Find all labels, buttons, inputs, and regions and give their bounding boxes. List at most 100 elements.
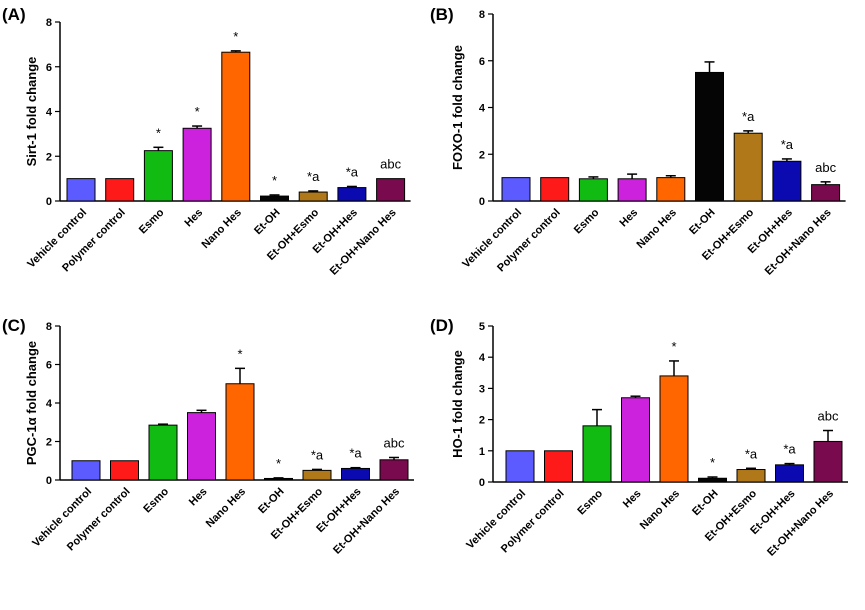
bar-esmo	[148, 424, 178, 481]
bar-vehicle-control	[66, 178, 96, 202]
y-tick-label: 4	[479, 103, 486, 115]
bar-et-oh-hes	[775, 464, 804, 483]
bar-et-oh-esmo	[733, 132, 763, 202]
bar-polymer-control	[110, 460, 139, 481]
significance-label: *	[710, 455, 715, 470]
panel-label: (A)	[2, 5, 26, 24]
y-tick-label: 4	[46, 107, 53, 119]
panel-label: (B)	[430, 5, 454, 24]
y-tick-label: 8	[46, 17, 52, 29]
x-tick-label: Et-OH+Nano Hes	[765, 488, 836, 559]
x-tick-label: Et-OH+Nano Hes	[328, 207, 399, 278]
bar-et-oh-esmo	[736, 469, 766, 483]
significance-label: abc	[815, 160, 836, 175]
x-tick-label: Et-OH	[687, 207, 718, 238]
y-tick-label: 2	[479, 415, 485, 427]
y-tick-label: 2	[46, 151, 52, 163]
x-tick-label: Hes	[621, 488, 644, 511]
y-tick-label: 8	[479, 9, 485, 21]
significance-label: *a	[742, 109, 755, 124]
y-tick-label: 4	[46, 398, 53, 410]
y-tick-label: 4	[479, 352, 486, 364]
bar-et-oh-nano-hes	[379, 459, 409, 481]
bar-vehicle-control	[71, 460, 101, 481]
significance-label: *a	[349, 446, 362, 461]
x-tick-label: Esmo	[575, 487, 605, 517]
y-tick-label: 5	[479, 321, 485, 333]
significance-label: *	[272, 173, 277, 188]
significance-label: abc	[818, 409, 839, 424]
y-tick-label: 8	[46, 321, 52, 333]
x-tick-label: Nano Hes	[200, 207, 244, 251]
x-tick-label: Nano Hes	[204, 486, 248, 530]
bar-hes	[617, 178, 647, 202]
y-tick-label: 0	[479, 477, 485, 489]
x-tick-label: Esmo	[572, 206, 602, 236]
significance-label: *	[237, 346, 242, 361]
bar-et-oh	[698, 477, 727, 483]
y-axis-label: FOXO-1 fold change	[450, 45, 465, 170]
bar-et-oh	[695, 71, 724, 202]
bar-esmo	[578, 178, 608, 202]
significance-label: *a	[346, 164, 359, 179]
y-tick-label: 6	[46, 62, 52, 74]
bar-vehicle-control	[501, 177, 531, 202]
y-tick-label: 6	[46, 360, 52, 372]
bar-et-oh	[264, 477, 293, 481]
bar-nano-hes	[221, 51, 251, 202]
bar-esmo	[143, 150, 173, 202]
bar-hes	[182, 127, 212, 202]
bar-et-oh-esmo	[298, 191, 328, 202]
y-tick-label: 6	[479, 56, 485, 68]
significance-label: *	[276, 456, 281, 471]
significance-label: *a	[307, 169, 320, 184]
y-tick-label: 2	[46, 437, 52, 449]
significance-label: *	[233, 29, 238, 44]
x-tick-label: Nano Hes	[638, 488, 682, 532]
panel-label: (D)	[430, 316, 454, 335]
significance-label: *a	[783, 442, 796, 457]
bar-et-oh-esmo	[302, 469, 332, 481]
bar-et-oh-hes	[772, 160, 802, 202]
bar-et-oh-nano-hes	[376, 178, 406, 202]
y-tick-label: 0	[46, 196, 52, 208]
significance-label: *a	[781, 137, 794, 152]
bar-et-oh-hes	[341, 467, 370, 481]
y-tick-label: 2	[479, 149, 485, 161]
x-tick-label: Et-OH+Nano Hes	[763, 207, 834, 278]
y-tick-label: 1	[479, 446, 485, 458]
x-tick-label: Nano Hes	[635, 207, 679, 251]
x-tick-label: Et-OH	[690, 488, 721, 519]
significance-label: *a	[745, 446, 758, 461]
significance-label: abc	[384, 435, 405, 450]
bar-hes	[187, 412, 216, 481]
significance-label: *a	[311, 447, 324, 462]
bar-polymer-control	[544, 450, 573, 483]
y-tick-label: 0	[479, 196, 485, 208]
bar-hes	[621, 397, 650, 483]
bar-vehicle-control	[505, 450, 535, 483]
bar-et-oh-hes	[337, 187, 367, 202]
x-tick-label: Esmo	[141, 485, 171, 515]
bar-nano-hes	[225, 383, 255, 481]
x-tick-label: Hes	[617, 207, 640, 230]
bar-polymer-control	[105, 178, 135, 202]
x-tick-label: Et-OH+Nano Hes	[331, 486, 402, 557]
y-axis-label: PGC-1α fold change	[24, 341, 39, 465]
bar-et-oh	[260, 195, 289, 202]
bar-polymer-control	[540, 177, 570, 202]
bar-et-oh-nano-hes	[813, 440, 843, 483]
y-tick-label: 3	[479, 383, 485, 395]
x-tick-label: Hes	[182, 207, 205, 230]
panel-label: (C)	[2, 316, 26, 335]
bar-esmo	[582, 425, 612, 483]
significance-label: abc	[380, 157, 401, 172]
bar-nano-hes	[656, 177, 686, 202]
x-tick-label: Et-OH	[256, 486, 287, 517]
bar-et-oh-nano-hes	[811, 184, 841, 202]
significance-label: *	[156, 125, 161, 140]
